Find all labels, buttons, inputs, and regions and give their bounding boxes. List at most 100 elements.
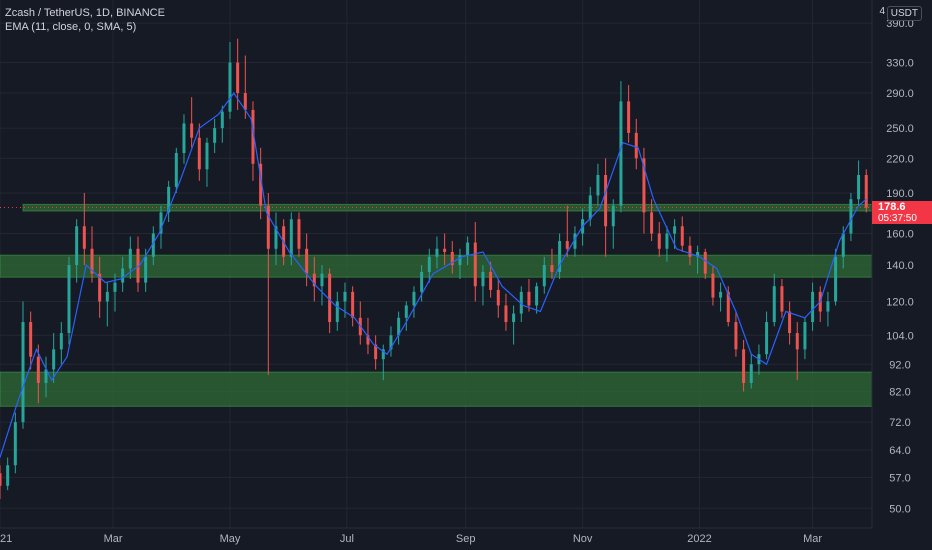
indicator-legend[interactable]: EMA (11, close, 0, SMA, 5) — [5, 21, 137, 33]
x-tick-label: May — [220, 533, 241, 545]
time-axis-labels: 2021 Mar May Jul Sep Nov 2022 Mar — [0, 533, 822, 545]
candle-body — [128, 248, 132, 269]
candle-body — [604, 174, 608, 227]
candle-body — [795, 333, 799, 350]
candle-body — [75, 226, 79, 266]
candle-body — [634, 132, 638, 159]
candle-body — [489, 271, 493, 290]
candle-body — [443, 248, 447, 252]
chart-legend[interactable]: Zcash / TetherUS, 1D, BINANCE EMA (11, c… — [5, 6, 165, 34]
candle-body — [412, 291, 416, 306]
candle-body — [650, 212, 654, 234]
candle-body — [320, 273, 324, 287]
candle-body — [673, 226, 677, 234]
currency-badge[interactable]: USDT — [886, 6, 922, 21]
y-tick-label: 140.0 — [886, 260, 914, 272]
candle-body — [190, 123, 194, 138]
candle-body — [213, 128, 217, 143]
candle-body — [765, 322, 769, 355]
candle-body — [44, 369, 48, 383]
candle-body — [512, 313, 516, 323]
candle-body — [59, 333, 63, 350]
y-tick-label: 250.0 — [886, 123, 914, 135]
candle-body — [719, 291, 723, 298]
candle-body — [811, 291, 815, 323]
candle-body — [611, 205, 615, 227]
candle-body — [121, 268, 125, 283]
candle-body — [458, 255, 462, 266]
candle-body — [312, 273, 316, 287]
candle-body — [67, 265, 71, 334]
x-tick-label: Jul — [340, 533, 354, 545]
candle-body — [857, 174, 861, 200]
y-tick-label: 72.0 — [889, 417, 910, 429]
candle-body — [228, 62, 232, 112]
candle-body — [435, 248, 439, 257]
y-tick-label: 64.0 — [889, 445, 910, 457]
y-tick-label: 290.0 — [886, 88, 914, 100]
candle-body — [52, 349, 56, 370]
candle-body — [627, 101, 631, 133]
candle-body — [588, 195, 592, 220]
candle-body — [803, 322, 807, 350]
candle-body — [36, 356, 40, 383]
candle-body — [389, 335, 393, 350]
x-tick-label: Mar — [803, 533, 822, 545]
candle-body — [565, 241, 569, 249]
candle-body — [834, 256, 838, 302]
candle-body — [558, 241, 562, 272]
x-tick-label: Sep — [456, 533, 476, 545]
candle-body — [98, 273, 102, 302]
candle-body — [473, 242, 477, 287]
candle-body — [328, 273, 332, 323]
candle-body — [680, 226, 684, 246]
candle-body — [696, 251, 700, 257]
candle-body — [159, 212, 163, 234]
candle-body — [780, 286, 784, 312]
y-tick-label: 160.0 — [886, 229, 914, 241]
candle-body — [82, 226, 86, 249]
candle-body — [205, 142, 209, 170]
y-tick-label: 220.0 — [886, 153, 914, 165]
candle-body — [742, 349, 746, 383]
candle-body — [351, 291, 355, 318]
y-tick-label: 120.0 — [886, 296, 914, 308]
candle-body — [504, 305, 508, 323]
candle-body — [404, 305, 408, 318]
candle-body — [519, 291, 523, 314]
candle-body — [749, 364, 753, 383]
candle-body — [397, 317, 401, 336]
currency-number: 4 — [879, 6, 885, 17]
y-tick-label: 82.0 — [889, 386, 910, 398]
candle-body — [573, 233, 577, 249]
candle-body — [450, 251, 454, 266]
candle-body — [734, 322, 738, 350]
candle-body — [481, 271, 485, 287]
price-axis[interactable] — [872, 0, 932, 528]
candle-body — [0, 473, 2, 486]
candle-body — [297, 219, 301, 249]
candle-body — [726, 291, 730, 323]
candle-body — [420, 271, 424, 292]
candle-body — [335, 301, 339, 323]
y-tick-label: 390.0 — [886, 18, 914, 30]
candle-body — [550, 265, 554, 272]
candle-body — [289, 219, 293, 257]
candle-body — [21, 322, 25, 423]
last-price-value: 178.6 — [878, 200, 906, 213]
y-tick-label: 50.0 — [889, 503, 910, 515]
y-tick-label: 92.0 — [889, 359, 910, 371]
y-tick-label: 190.0 — [886, 188, 914, 200]
candle-body — [826, 301, 830, 312]
candle-body — [374, 344, 378, 360]
support-resistance-zones — [0, 203, 873, 407]
candle-body — [596, 174, 600, 196]
candle-body — [197, 137, 201, 170]
candle-body — [144, 256, 148, 283]
time-axis[interactable] — [0, 528, 872, 550]
candle-body — [266, 205, 270, 249]
symbol-title[interactable]: Zcash / TetherUS, 1D, BINANCE — [5, 7, 165, 19]
candle-body — [243, 93, 247, 110]
candle-body — [251, 109, 255, 164]
